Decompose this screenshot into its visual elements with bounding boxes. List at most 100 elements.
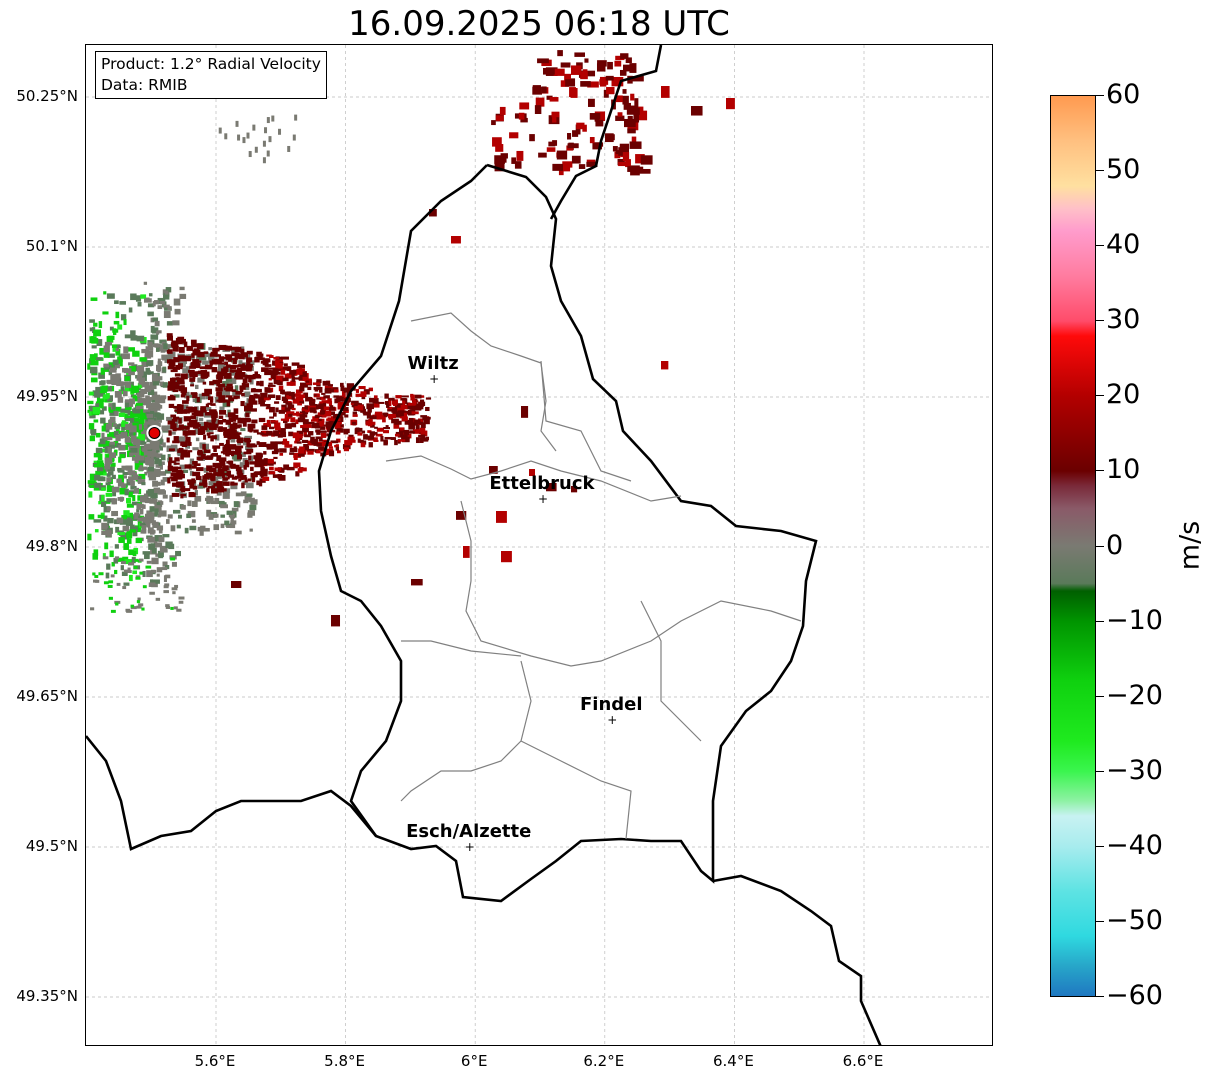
radar-echo bbox=[138, 441, 147, 445]
radar-echo bbox=[633, 107, 640, 115]
radar-echo bbox=[88, 411, 93, 416]
lat-tick-label: 49.65°N bbox=[16, 687, 78, 705]
radar-echo bbox=[130, 481, 135, 485]
radar-echo bbox=[248, 374, 255, 379]
radar-echo bbox=[296, 434, 303, 439]
radar-echo bbox=[169, 431, 176, 435]
radar-echo bbox=[195, 423, 201, 428]
radar-echo bbox=[314, 404, 319, 410]
radar-echo bbox=[176, 381, 185, 385]
radar-echo bbox=[233, 358, 237, 362]
radar-echo bbox=[171, 492, 180, 497]
radar-echo bbox=[346, 397, 351, 403]
radar-echo bbox=[378, 401, 385, 404]
radar-echo bbox=[549, 97, 559, 102]
colorbar-tick bbox=[1096, 545, 1104, 547]
radar-echo bbox=[170, 472, 178, 477]
radar-echo bbox=[535, 97, 545, 107]
radar-echo bbox=[408, 402, 416, 406]
radar-map[interactable]: + Wiltz + Ettelbruck + Findel + Esch/Alzette bbox=[85, 44, 993, 1046]
city-marker-0: + bbox=[429, 372, 439, 386]
radar-echo bbox=[141, 607, 145, 611]
radar-echo bbox=[546, 483, 557, 492]
radar-echo bbox=[120, 408, 125, 413]
radar-echo bbox=[118, 456, 122, 463]
radar-echo bbox=[189, 525, 197, 531]
radar-echo bbox=[89, 473, 98, 481]
radar-echo bbox=[120, 565, 124, 571]
radar-echo bbox=[93, 485, 102, 491]
radar-echo bbox=[130, 330, 136, 337]
radar-echo bbox=[245, 482, 254, 489]
radar-echo bbox=[268, 367, 274, 370]
radar-echo bbox=[106, 423, 113, 430]
radar-echo bbox=[146, 360, 154, 366]
radar-echo bbox=[116, 582, 121, 586]
radar-echo bbox=[109, 452, 117, 458]
radar-echo bbox=[102, 556, 109, 560]
radar-echo bbox=[276, 381, 283, 385]
radar-echo bbox=[134, 512, 139, 520]
radar-echo bbox=[210, 512, 218, 518]
radar-echo bbox=[204, 421, 209, 428]
radar-echo bbox=[338, 416, 344, 422]
radar-echo bbox=[154, 412, 161, 418]
radar-echo bbox=[143, 298, 152, 303]
radar-echo bbox=[291, 362, 300, 366]
radar-echo bbox=[274, 401, 280, 404]
radar-echo bbox=[358, 386, 366, 390]
radar-echo bbox=[344, 399, 349, 406]
radar-echo bbox=[135, 537, 143, 544]
radar-echo bbox=[277, 428, 286, 434]
radar-echo bbox=[203, 527, 210, 532]
radar-echo bbox=[212, 452, 218, 456]
radar-echo bbox=[243, 465, 247, 470]
radar-echo bbox=[190, 381, 194, 385]
radar-echo bbox=[151, 373, 158, 379]
radar-echo bbox=[298, 448, 305, 455]
radar-echo bbox=[456, 511, 467, 520]
radar-echo bbox=[89, 484, 96, 488]
radar-echo bbox=[115, 406, 122, 412]
radar-echo bbox=[194, 490, 198, 496]
radar-echo bbox=[321, 392, 326, 395]
radar-echo bbox=[128, 362, 135, 366]
radar-echo bbox=[191, 462, 196, 469]
radar-echo bbox=[230, 520, 237, 525]
radar-echo bbox=[260, 360, 266, 364]
canton-border bbox=[401, 640, 522, 657]
radar-echo bbox=[137, 302, 142, 307]
radar-echo bbox=[278, 474, 286, 481]
radar-echo bbox=[302, 419, 309, 425]
radar-echo bbox=[552, 114, 557, 123]
radar-echo bbox=[165, 287, 172, 293]
radar-echo bbox=[146, 386, 151, 393]
radar-echo bbox=[425, 436, 429, 441]
radar-echo bbox=[159, 545, 168, 553]
radar-echo bbox=[121, 353, 126, 359]
radar-echo bbox=[102, 311, 109, 315]
radar-echo bbox=[246, 132, 250, 139]
radar-echo bbox=[420, 422, 426, 428]
radar-echo bbox=[412, 399, 417, 405]
radar-echo bbox=[401, 434, 408, 441]
radar-echo bbox=[275, 441, 283, 445]
radar-echo bbox=[614, 95, 623, 103]
radar-echo bbox=[143, 281, 148, 285]
radar-echo bbox=[108, 432, 117, 438]
radar-echo bbox=[140, 389, 148, 394]
radar-echo bbox=[199, 484, 206, 489]
radar-echo bbox=[113, 557, 119, 564]
radar-echo bbox=[171, 418, 178, 422]
radar-echo bbox=[256, 381, 260, 386]
radar-echo bbox=[141, 525, 147, 531]
radar-echo bbox=[116, 381, 124, 387]
radar-echo bbox=[104, 463, 111, 470]
radar-echo bbox=[87, 400, 94, 405]
radar-echo bbox=[499, 106, 506, 115]
radar-echo bbox=[225, 395, 233, 398]
radar-echo bbox=[111, 474, 116, 480]
radar-echo bbox=[92, 572, 96, 576]
radar-echo bbox=[95, 432, 101, 438]
radar-echo bbox=[309, 399, 316, 405]
